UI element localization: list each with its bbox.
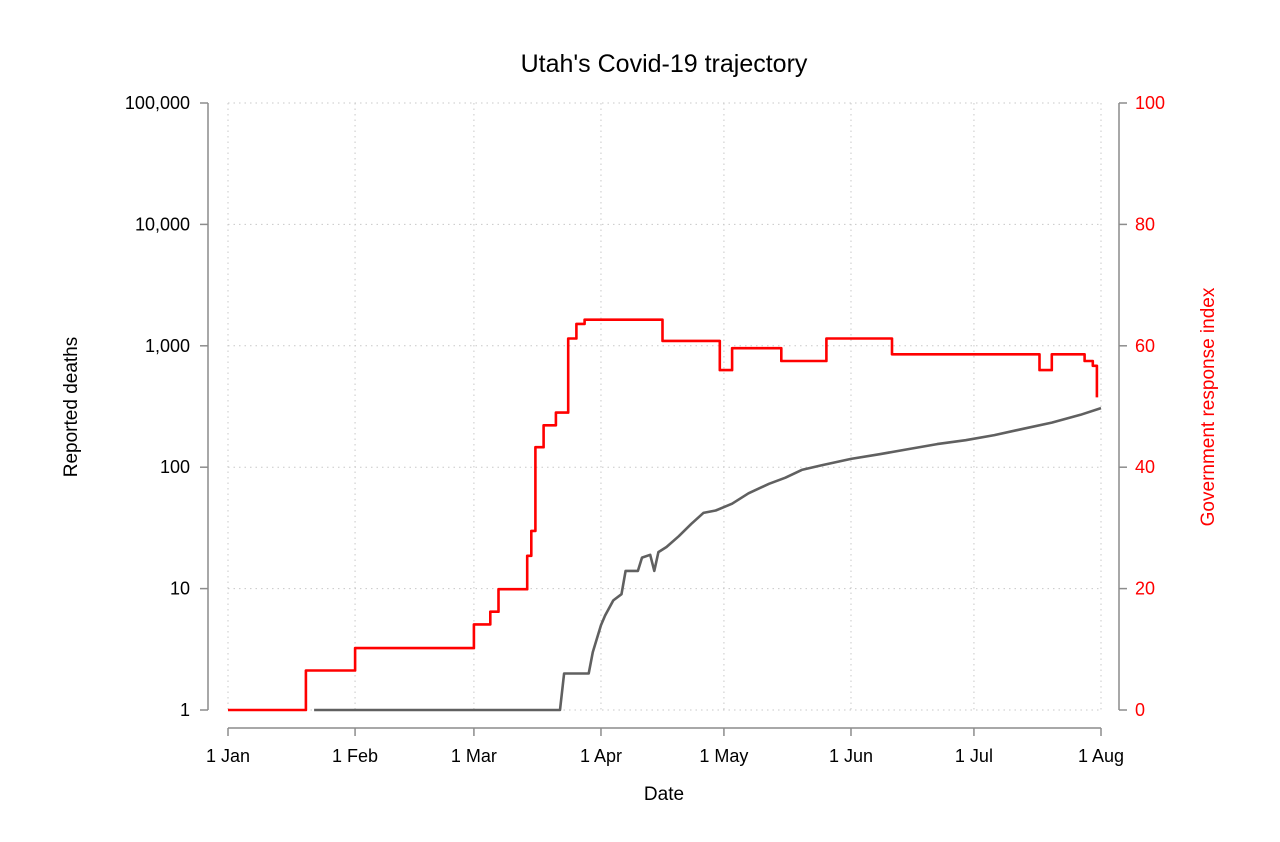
x-axis-tick-label: 1 Aug — [1078, 746, 1124, 766]
y-axis-right-tick-label: 80 — [1135, 214, 1155, 234]
series — [228, 318, 1102, 712]
y-axis-left-tick-label: 10 — [170, 579, 190, 599]
x-axis-tick-label: 1 Apr — [580, 746, 622, 766]
y-axis-left-tick-label: 100 — [160, 457, 190, 477]
y-axis-left-tick-label: 1,000 — [145, 336, 190, 356]
chart-title: Utah's Covid-19 trajectory — [521, 50, 808, 78]
y-axis-left-tick-label: 100,000 — [125, 93, 190, 113]
series-line-reported-deaths — [314, 406, 1102, 712]
y-axis-left-tick-label: 10,000 — [135, 214, 190, 234]
x-axis-tick-label: 1 Jan — [206, 746, 250, 766]
y-axis-right-tick-label: 0 — [1135, 700, 1145, 720]
y-axis-right-tick-label: 100 — [1135, 93, 1165, 113]
x-axis-tick-label: 1 Feb — [332, 746, 378, 766]
x-axis-tick-label: 1 Mar — [451, 746, 497, 766]
y-axis-left-title: Reported deaths — [61, 337, 82, 478]
y-axis-right-tick-label: 20 — [1135, 579, 1155, 599]
x-axis-tick-label: 1 Jul — [955, 746, 993, 766]
y-axis-left-tick-label: 1 — [180, 700, 190, 720]
x-axis-title: Date — [644, 784, 684, 805]
x-axis-tick-label: 1 May — [699, 746, 748, 766]
y-axis-right-tick-label: 40 — [1135, 457, 1155, 477]
y-axis-right-tick-label: 60 — [1135, 336, 1155, 356]
y-axis-right-title: Government response index — [1198, 287, 1219, 526]
series-line-government-response-index — [228, 318, 1099, 712]
axes: 1 10 100 1,000 10,000 100,000 0 20 40 60 80 100 1 Ja… — [125, 93, 1165, 766]
x-axis-tick-label: 1 Jun — [829, 746, 873, 766]
grid — [227, 102, 1102, 711]
